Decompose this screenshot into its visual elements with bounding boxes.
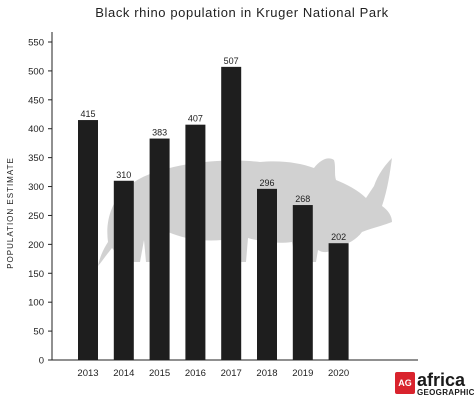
x-tick-label-2019: 2019 bbox=[292, 368, 313, 379]
bar-2016 bbox=[185, 124, 206, 361]
data-label-2017: 507 bbox=[224, 56, 239, 66]
bar-2014 bbox=[113, 180, 134, 360]
x-tick-label-2018: 2018 bbox=[256, 368, 277, 379]
data-label-2018: 296 bbox=[259, 178, 274, 188]
x-tick-label-2013: 2013 bbox=[77, 368, 98, 379]
x-tick-label-2020: 2020 bbox=[328, 368, 349, 379]
y-tick-label: 450 bbox=[28, 95, 44, 106]
rhino-watermark-icon bbox=[98, 158, 392, 266]
data-label-2020: 202 bbox=[331, 232, 346, 242]
logo-badge-text: AG bbox=[398, 378, 412, 388]
y-tick-label: 50 bbox=[33, 327, 44, 338]
x-tick-label-2014: 2014 bbox=[113, 368, 134, 379]
x-tick-label-2016: 2016 bbox=[185, 368, 206, 379]
y-tick-label: 100 bbox=[28, 298, 44, 309]
africa-geographic-logo: AG africa GEOGRAPHIC bbox=[395, 370, 474, 397]
y-tick-label: 150 bbox=[28, 269, 44, 280]
bar-2018 bbox=[257, 188, 277, 360]
y-axis-label: POPULATION ESTIMATE bbox=[6, 157, 15, 269]
chart-title: Black rhino population in Kruger Nationa… bbox=[95, 5, 389, 20]
data-label-2019: 268 bbox=[295, 194, 310, 204]
y-tick-label: 400 bbox=[28, 124, 44, 135]
bar-2017 bbox=[221, 66, 242, 360]
x-tick-label-2015: 2015 bbox=[149, 368, 170, 379]
y-tick-label: 300 bbox=[28, 182, 44, 193]
data-label-2013: 415 bbox=[80, 109, 95, 119]
bar-2015 bbox=[149, 138, 170, 360]
bar-2020 bbox=[328, 243, 349, 360]
logo-name: africa bbox=[417, 370, 466, 390]
bar-2019 bbox=[292, 205, 313, 360]
y-tick-label: 500 bbox=[28, 66, 44, 77]
logo-badge bbox=[395, 372, 415, 394]
y-tick-label: 250 bbox=[28, 211, 44, 222]
data-label-2015: 383 bbox=[152, 128, 167, 138]
bar-2013 bbox=[78, 120, 98, 361]
y-tick-label: 0 bbox=[39, 356, 44, 367]
data-label-2016: 407 bbox=[188, 114, 203, 124]
logo-subtitle: GEOGRAPHIC bbox=[417, 388, 474, 397]
x-tick-label-2017: 2017 bbox=[221, 368, 242, 379]
data-label-2014: 310 bbox=[116, 170, 131, 180]
y-tick-label: 200 bbox=[28, 240, 44, 251]
y-tick-label: 350 bbox=[28, 153, 44, 164]
y-tick-label: 550 bbox=[28, 38, 44, 49]
